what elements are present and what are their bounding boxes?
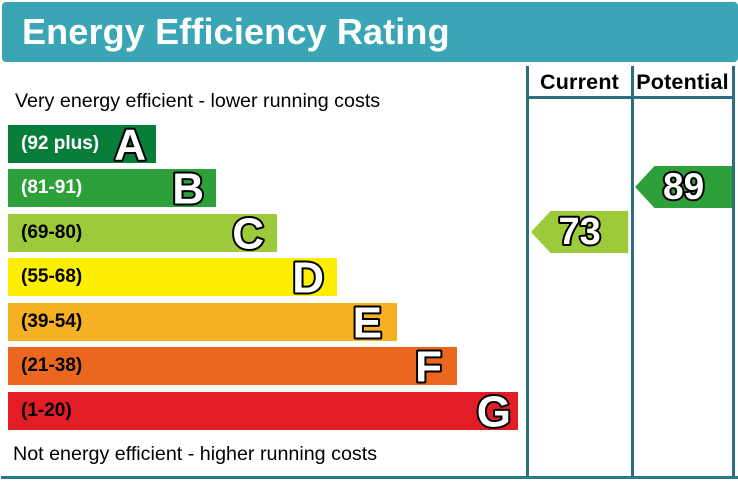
svg-text:B: B (172, 169, 204, 207)
svg-text:89: 89 (663, 166, 704, 207)
svg-text:D: D (292, 258, 324, 296)
svg-text:73: 73 (558, 211, 600, 253)
svg-text:F: F (415, 347, 442, 385)
svg-text:G: G (477, 392, 511, 430)
svg-text:A: A (114, 125, 146, 163)
svg-text:C: C (232, 214, 264, 252)
svg-text:E: E (353, 303, 382, 341)
